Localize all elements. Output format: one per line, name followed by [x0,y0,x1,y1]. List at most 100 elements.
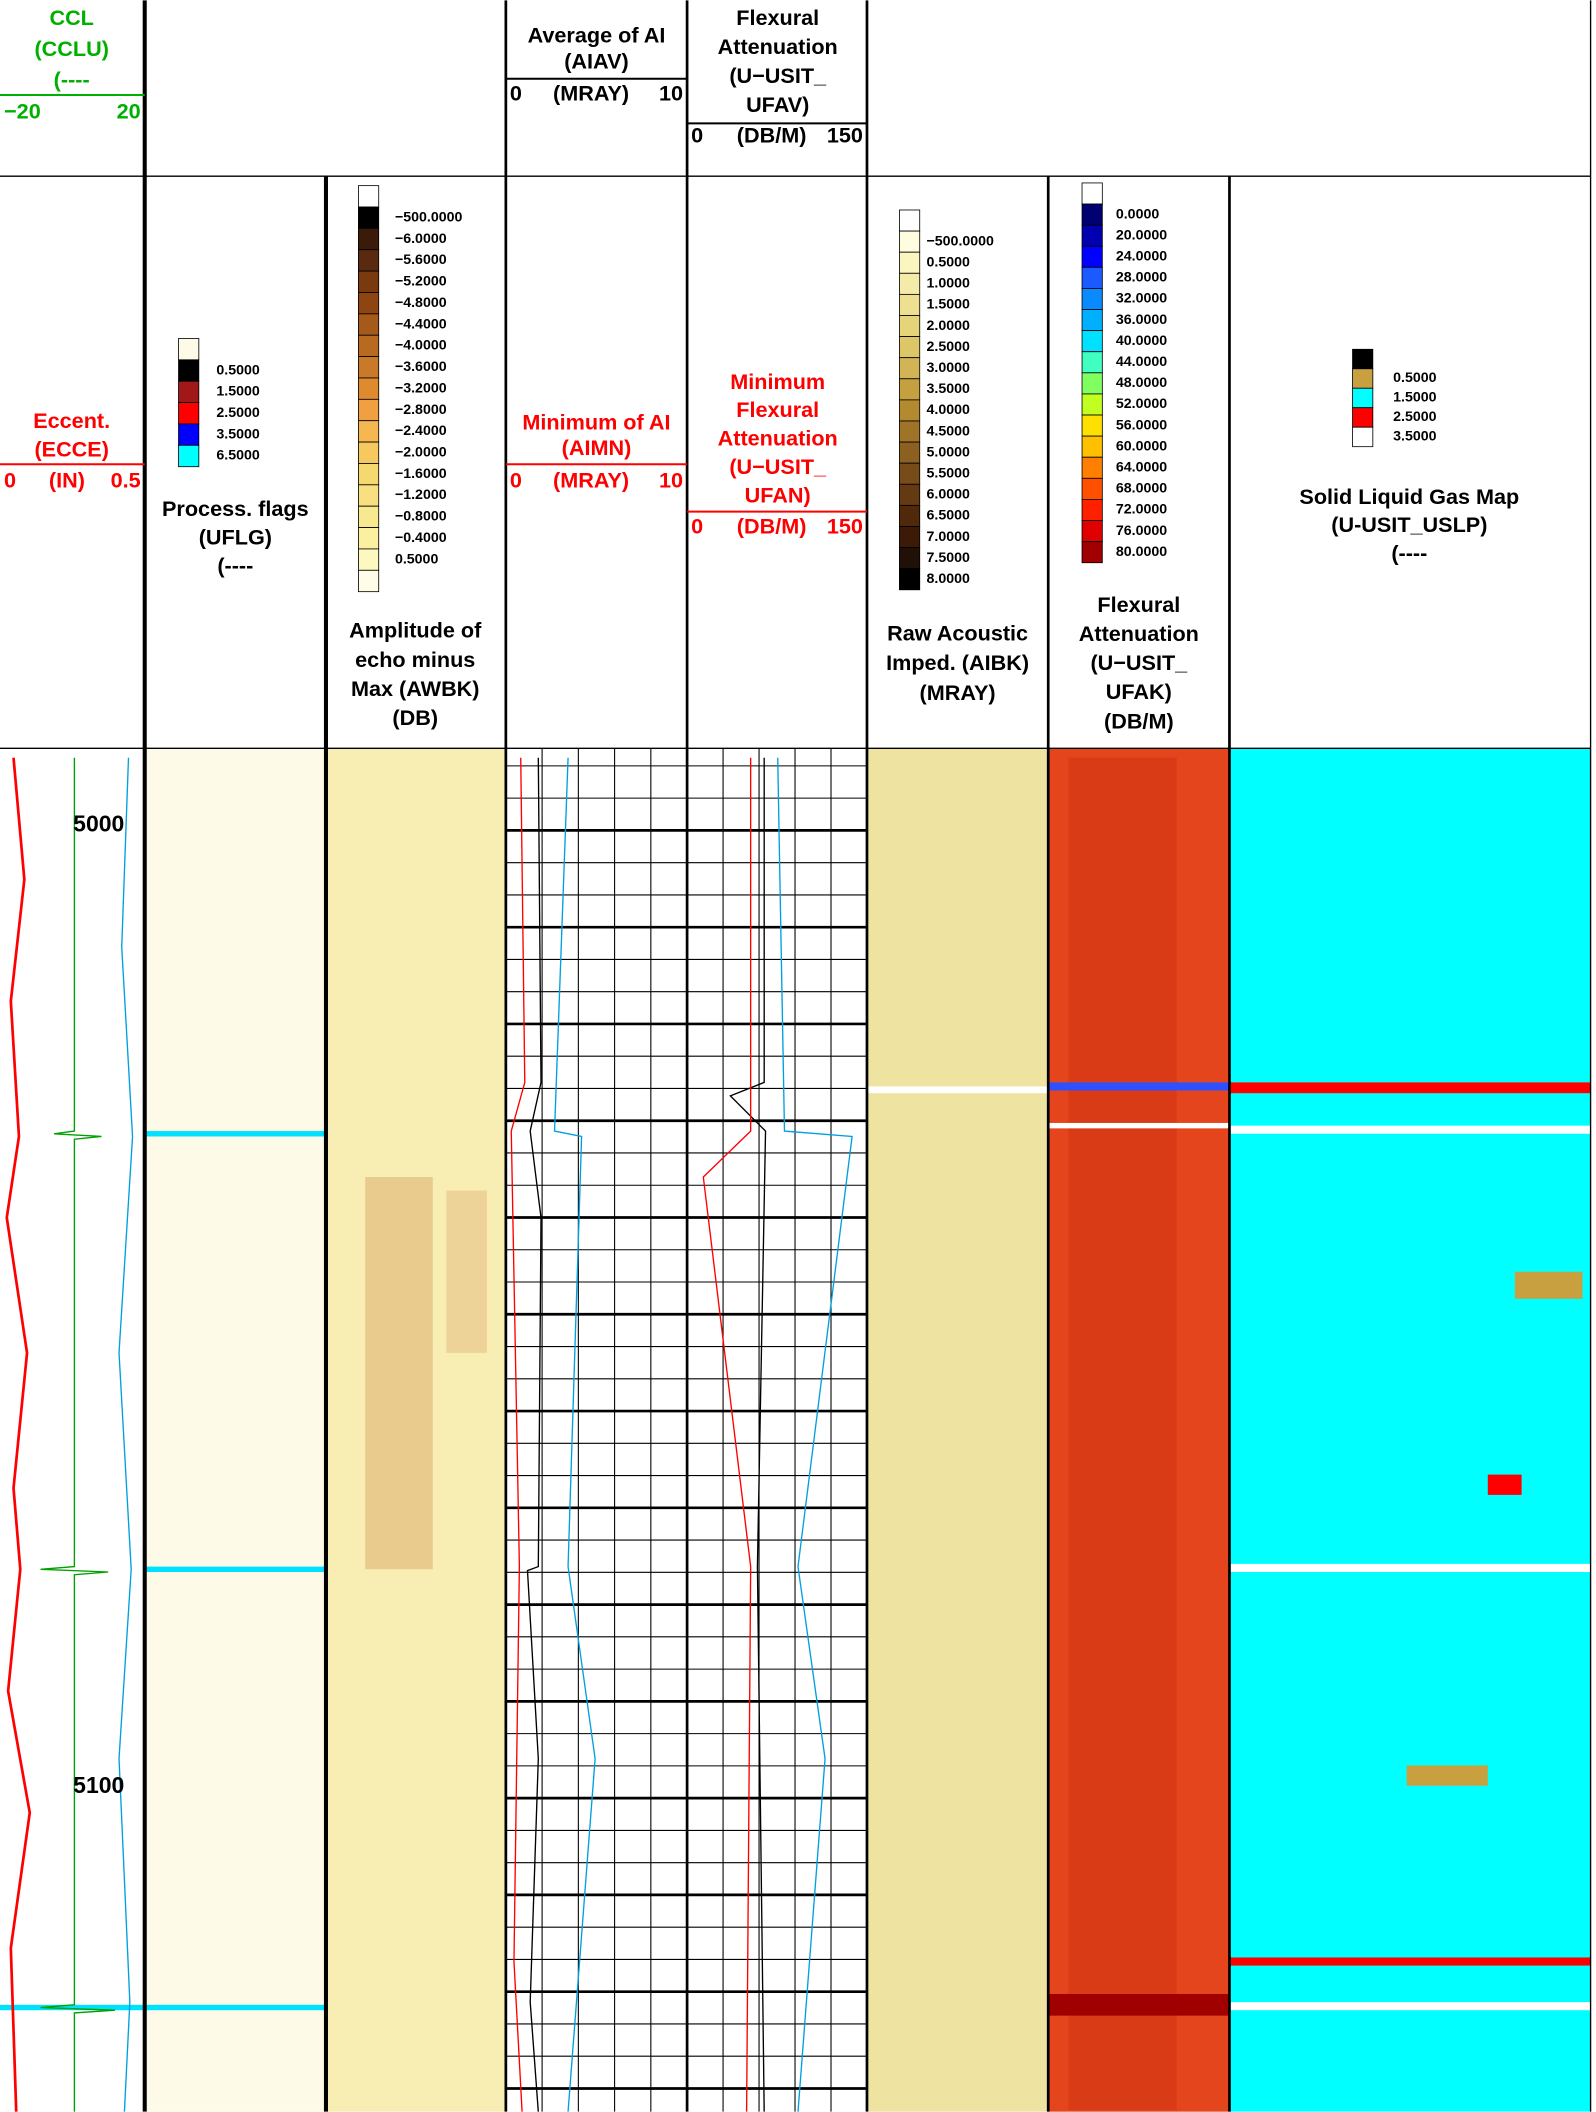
legend-swatch [358,484,380,507]
legend-swatch [358,356,380,379]
curves [5,757,853,2112]
header-line: (---- [1391,541,1427,566]
legend-label: −4.4000 [395,316,447,332]
legend-swatch [1081,435,1103,458]
legend-swatch [1081,266,1103,289]
legend-label: 3.0000 [926,360,970,376]
awbk-track [325,748,506,2112]
legend-swatch [178,444,200,468]
scale-label: (DB/M) [737,123,807,148]
legend-label: 1.5000 [216,384,260,400]
legend-swatch [1081,203,1103,226]
legend-label: −2.4000 [395,423,447,439]
legend-label: 0.5000 [216,362,260,378]
legend-label: 0.5000 [1393,370,1437,386]
legend-label: 0.0000 [1116,206,1160,222]
legend-label: 1.5000 [926,297,970,313]
legend-label: 8.0000 [926,571,970,587]
legend-label: 2.5000 [216,405,260,421]
legend-label: 1.0000 [926,276,970,292]
scale-label: 10 [659,468,683,493]
depth-label: 5000 [73,810,124,836]
legend-label: 1.5000 [1393,390,1437,406]
legend-swatch [358,227,380,251]
uslp-track [1229,748,1591,2112]
legend-swatch [358,463,380,486]
ufak-patch [1068,757,1177,2111]
header-line: Process. flags [162,496,309,521]
awbk-patch [365,1177,433,1570]
legend-swatch [1081,309,1103,332]
legend-label: 56.0000 [1116,417,1167,433]
legend-swatch [358,505,380,528]
legend-swatch [1352,387,1374,409]
legend-label: −4.8000 [395,295,447,311]
legend-swatch [1081,372,1103,395]
header-line: (DB/M) [1104,708,1174,733]
legend-swatch [899,336,921,359]
legend-label: −3.6000 [395,359,447,375]
legend-swatch [899,272,921,295]
tracks: 5000 5100 [0,748,1591,2112]
legend-swatch [1352,368,1374,389]
event-bands [0,1082,1591,2016]
header-line: Raw Acoustic [887,620,1028,645]
legend-label: −0.4000 [395,530,447,546]
legend-label: 0.5000 [395,551,439,567]
header-line: (---- [217,553,253,578]
legend-swatch [1081,499,1103,521]
legend-swatch [1081,541,1103,564]
legend-swatch [899,462,921,485]
header-line: Amplitude of [349,618,482,643]
scale-label: 0.5 [111,468,141,493]
legend-label: 2.5000 [926,339,970,355]
legend-label: 52.0000 [1116,396,1167,412]
legend-swatch [358,441,380,464]
legend-label: 44.0000 [1116,354,1167,370]
header-line: Solid Liquid Gas Map [1299,484,1519,509]
scale-label: 0 [691,514,703,539]
scale-label: −20 [4,98,41,123]
legend-swatch [358,420,380,443]
legend-label: 2.0000 [926,318,970,334]
legend-label: −5.2000 [395,274,447,290]
scale-label: 0 [510,468,522,493]
legend-label: −1.6000 [395,466,447,482]
scale-label: 0 [4,468,16,493]
legend-swatch [358,185,380,208]
legend-swatch [358,527,380,550]
header-line: (U−USIT_ [729,454,827,479]
legend-swatch [1081,182,1103,205]
header-line: (MRAY) [920,680,996,705]
header-line: (ECCE) [34,436,108,461]
legend-label: 20.0000 [1116,227,1167,243]
legend-swatch [1081,456,1103,479]
legend-label: 72.0000 [1116,502,1167,518]
legend-swatch [358,206,380,229]
legend-label: 0.5000 [926,254,970,270]
legend-label: 3.5000 [926,381,970,397]
legend-label: 76.0000 [1116,523,1167,539]
awbk-patch [446,1190,487,1353]
scale-label: (IN) [49,468,85,493]
legend-label: 5.5000 [926,465,970,481]
legend-swatch [1081,393,1103,416]
legend-label: 2.5000 [1393,409,1437,425]
legend-swatch [358,398,380,422]
legend-swatch [358,249,380,272]
legend-swatch [1081,414,1103,437]
header-line: (DB) [392,705,438,730]
header-line: (AIAV) [564,48,628,73]
header-line: Minimum of AI [522,409,670,434]
legend-label: −500.0000 [926,233,994,249]
legend-swatch [358,292,380,315]
header-line: (U-USIT_USLP) [1331,512,1487,537]
legend-label: −2.0000 [395,445,447,461]
header-line: Attenuation [1079,621,1199,646]
legend-swatch [178,423,200,446]
legend-label: 40.0000 [1116,333,1167,349]
legend-swatch [1081,224,1103,247]
legend-label: 7.0000 [926,529,970,545]
legend-label: 80.0000 [1116,544,1167,560]
